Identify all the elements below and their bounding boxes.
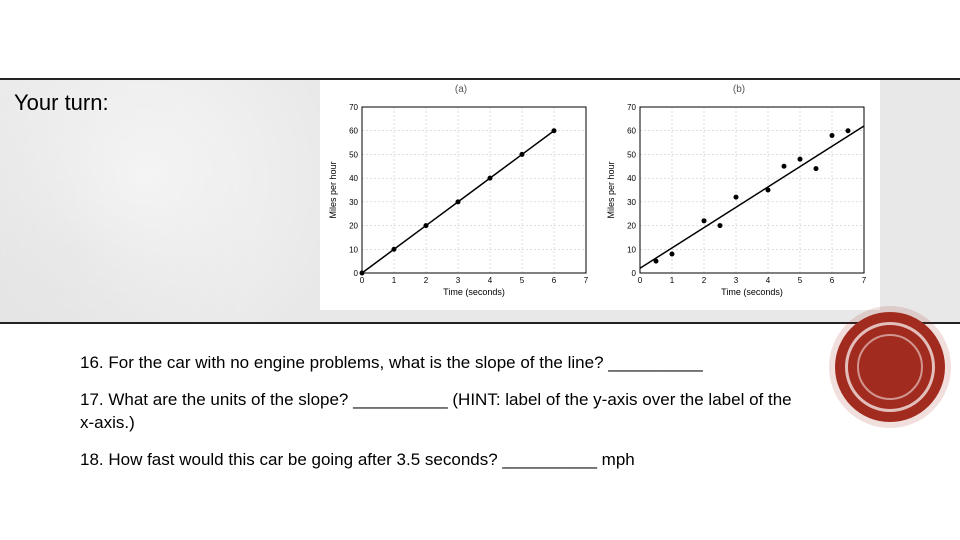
svg-text:5: 5 bbox=[520, 276, 525, 285]
svg-text:Time (seconds): Time (seconds) bbox=[443, 287, 505, 297]
svg-text:10: 10 bbox=[627, 245, 636, 254]
svg-text:0: 0 bbox=[360, 276, 365, 285]
svg-text:Miles per hour: Miles per hour bbox=[328, 161, 338, 218]
svg-text:0: 0 bbox=[632, 269, 637, 278]
slide-header-region: Your turn: (a) 01234567010203040506070Ti… bbox=[0, 78, 960, 324]
svg-text:4: 4 bbox=[488, 276, 493, 285]
svg-text:20: 20 bbox=[627, 222, 636, 231]
questions-block: 16. For the car with no engine problems,… bbox=[80, 352, 800, 486]
badge-ring-inner bbox=[857, 334, 923, 400]
svg-text:6: 6 bbox=[552, 276, 557, 285]
svg-text:6: 6 bbox=[830, 276, 835, 285]
charts-panel: (a) 01234567010203040506070Time (seconds… bbox=[320, 80, 880, 310]
svg-text:40: 40 bbox=[349, 174, 358, 183]
svg-text:70: 70 bbox=[349, 103, 358, 112]
svg-text:30: 30 bbox=[349, 198, 358, 207]
svg-text:2: 2 bbox=[702, 276, 707, 285]
svg-text:0: 0 bbox=[354, 269, 359, 278]
question-18: 18. How fast would this car be going aft… bbox=[80, 449, 800, 472]
question-17: 17. What are the units of the slope? ___… bbox=[80, 389, 800, 435]
chart-a-svg: 01234567010203040506070Time (seconds)Mil… bbox=[326, 86, 596, 306]
decorative-badge bbox=[835, 312, 945, 422]
svg-text:2: 2 bbox=[424, 276, 429, 285]
svg-text:Time (seconds): Time (seconds) bbox=[721, 287, 783, 297]
svg-text:Miles per hour: Miles per hour bbox=[606, 161, 616, 218]
svg-text:1: 1 bbox=[670, 276, 675, 285]
svg-text:4: 4 bbox=[766, 276, 771, 285]
chart-a: (a) 01234567010203040506070Time (seconds… bbox=[326, 86, 596, 306]
svg-text:1: 1 bbox=[392, 276, 397, 285]
svg-text:60: 60 bbox=[349, 127, 358, 136]
svg-text:3: 3 bbox=[456, 276, 461, 285]
svg-text:0: 0 bbox=[638, 276, 643, 285]
chart-a-panel-label: (a) bbox=[455, 84, 467, 95]
svg-text:50: 50 bbox=[349, 150, 358, 159]
svg-text:10: 10 bbox=[349, 245, 358, 254]
svg-text:60: 60 bbox=[627, 127, 636, 136]
svg-text:7: 7 bbox=[862, 276, 867, 285]
chart-b-svg: 01234567010203040506070Time (seconds)Mil… bbox=[604, 86, 874, 306]
svg-text:40: 40 bbox=[627, 174, 636, 183]
svg-text:70: 70 bbox=[627, 103, 636, 112]
svg-text:7: 7 bbox=[584, 276, 589, 285]
svg-text:5: 5 bbox=[798, 276, 803, 285]
question-16: 16. For the car with no engine problems,… bbox=[80, 352, 800, 375]
section-title: Your turn: bbox=[14, 90, 109, 116]
svg-text:30: 30 bbox=[627, 198, 636, 207]
svg-text:20: 20 bbox=[349, 222, 358, 231]
chart-b-panel-label: (b) bbox=[733, 84, 745, 95]
chart-b: (b) 01234567010203040506070Time (seconds… bbox=[604, 86, 874, 306]
svg-text:50: 50 bbox=[627, 150, 636, 159]
svg-text:3: 3 bbox=[734, 276, 739, 285]
